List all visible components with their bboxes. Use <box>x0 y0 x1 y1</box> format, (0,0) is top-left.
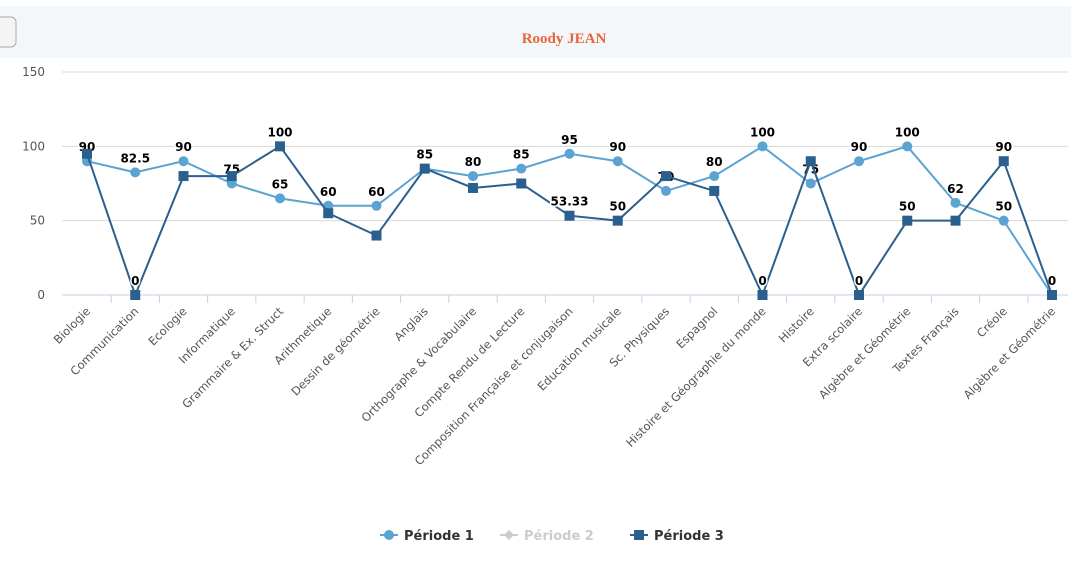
data-label: 50 <box>899 200 916 214</box>
data-label: 60 <box>368 185 385 199</box>
data-label: 0 <box>1048 274 1056 288</box>
data-label: 80 <box>706 155 723 169</box>
data-point <box>998 156 1009 167</box>
data-label: 90 <box>609 140 626 154</box>
data-label: 100 <box>267 125 292 139</box>
data-point <box>854 290 864 300</box>
data-label: 62 <box>947 182 964 196</box>
header-bar <box>0 6 1071 58</box>
data-point <box>564 148 575 159</box>
y-tick-label: 150 <box>22 65 45 79</box>
x-tick-label: Dessin de géométrie <box>288 304 382 398</box>
data-label: 50 <box>995 200 1012 214</box>
data-label: 90 <box>175 140 192 154</box>
data-point <box>226 171 237 182</box>
data-label: 60 <box>320 185 337 199</box>
data-label: 85 <box>513 148 530 162</box>
data-point <box>950 197 961 208</box>
legend-label: Période 2 <box>524 529 594 544</box>
data-point <box>371 200 382 211</box>
legend-marker <box>634 530 644 540</box>
data-label: 0 <box>855 274 863 288</box>
data-point <box>564 210 575 221</box>
data-point <box>516 163 527 174</box>
chart-title: Roody JEAN <box>522 31 607 47</box>
data-point <box>612 156 623 167</box>
data-label: 82.5 <box>120 151 150 165</box>
x-tick-label: Algèbre et Géométrie <box>816 304 914 402</box>
data-point <box>468 182 478 193</box>
data-point <box>709 171 720 182</box>
data-label: 90 <box>851 140 868 154</box>
data-point <box>661 185 671 196</box>
data-label: 85 <box>416 148 433 162</box>
y-tick-label: 50 <box>30 214 45 228</box>
data-point <box>419 163 430 174</box>
data-point <box>854 156 864 167</box>
data-label: 0 <box>131 274 139 288</box>
data-point <box>757 141 768 152</box>
data-point <box>902 215 913 226</box>
x-tick-label: Espagnol <box>673 304 720 351</box>
legend-label: Période 3 <box>654 529 724 544</box>
data-point <box>130 290 141 300</box>
data-point <box>516 178 527 189</box>
data-point <box>82 148 92 159</box>
data-label: 95 <box>561 133 578 147</box>
data-label: 100 <box>750 125 775 139</box>
data-point <box>805 156 816 167</box>
data-label: 50 <box>609 200 626 214</box>
x-tick-label: Algèbre et Géométrie <box>961 304 1059 402</box>
data-label: 65 <box>272 177 289 191</box>
data-point <box>371 230 382 241</box>
data-point <box>275 141 285 152</box>
y-tick-label: 0 <box>37 288 45 302</box>
data-point <box>323 208 334 219</box>
data-point <box>805 178 816 189</box>
data-point <box>757 290 768 300</box>
y-tick-label: 100 <box>22 139 45 153</box>
data-point <box>130 167 141 178</box>
x-tick-label: Ecologie <box>145 304 189 348</box>
data-point <box>1047 290 1057 300</box>
data-point <box>178 156 189 167</box>
data-point <box>178 171 189 182</box>
x-tick-label: Histoire <box>776 304 817 345</box>
data-point <box>902 141 913 152</box>
legend-marker <box>504 530 514 540</box>
data-point <box>950 215 961 226</box>
legend-marker <box>384 530 394 540</box>
data-point <box>275 193 285 204</box>
legend-label: Période 1 <box>404 529 474 544</box>
data-label: 0 <box>758 274 766 288</box>
data-point <box>612 215 623 226</box>
data-label: 80 <box>465 155 482 169</box>
data-point <box>661 171 671 182</box>
data-label: 90 <box>995 140 1012 154</box>
data-label: 53.33 <box>551 195 589 209</box>
data-point <box>468 171 478 182</box>
x-tick-label: Créole <box>974 304 1010 340</box>
x-tick-label: Anglais <box>391 304 431 344</box>
data-label: 100 <box>895 125 920 139</box>
button[interactable] <box>0 16 17 48</box>
data-point <box>998 215 1009 226</box>
data-point <box>709 185 720 196</box>
x-tick-label: Education musicale <box>535 304 624 393</box>
x-tick-label: Biologie <box>51 304 93 346</box>
